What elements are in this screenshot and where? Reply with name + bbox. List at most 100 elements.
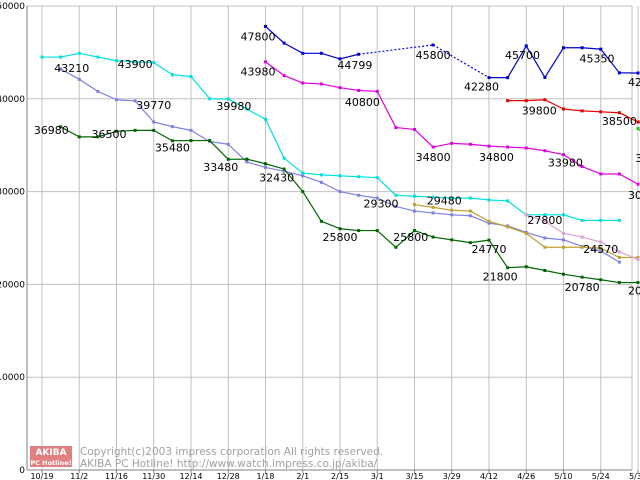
data-point <box>543 219 547 223</box>
data-point <box>617 281 621 285</box>
data-point <box>301 190 305 194</box>
series-segment <box>302 191 322 222</box>
data-point <box>357 52 361 56</box>
data-label: 38500 <box>602 115 637 128</box>
series-pink <box>524 213 640 261</box>
data-point <box>617 71 621 75</box>
series-segment <box>321 52 341 60</box>
series-segment <box>619 251 639 260</box>
series-segment <box>433 196 452 199</box>
data-label: 47800 <box>241 30 276 43</box>
data-point <box>599 47 603 51</box>
data-point <box>170 73 174 77</box>
data-point <box>357 229 361 233</box>
data-point <box>301 171 305 175</box>
data-label: 45700 <box>505 49 540 62</box>
series-segment <box>470 197 490 201</box>
data-point <box>450 213 454 217</box>
data-point <box>431 43 435 47</box>
series-segment <box>619 173 639 185</box>
series-segment <box>153 129 173 142</box>
series-segment <box>358 44 434 55</box>
series-segment <box>153 62 173 76</box>
x-tick-label: 11/16 <box>105 472 128 480</box>
data-point <box>450 208 454 212</box>
series-tan <box>413 203 640 259</box>
series-segment <box>116 129 136 132</box>
series-segment <box>414 128 434 148</box>
series-segment <box>507 200 527 216</box>
data-label: 30800 <box>628 189 640 202</box>
data-point <box>152 120 156 124</box>
data-point <box>357 193 361 197</box>
series-segment <box>246 161 266 169</box>
data-point <box>506 225 510 229</box>
data-label: 25800 <box>323 231 358 244</box>
data-label: 45800 <box>416 49 451 62</box>
data-point <box>338 86 342 90</box>
series-segment <box>470 239 490 244</box>
data-point <box>431 235 435 239</box>
data-point <box>636 126 640 130</box>
series-segment <box>525 45 546 78</box>
data-point <box>394 126 398 130</box>
series-segment <box>526 214 546 222</box>
data-point <box>599 240 603 244</box>
series-segment <box>619 112 639 123</box>
series-segment <box>581 236 601 243</box>
data-point <box>115 59 118 63</box>
data-point <box>562 213 565 217</box>
y-tick-label: 0 <box>19 466 25 476</box>
data-point <box>413 209 416 213</box>
data-point <box>580 46 584 50</box>
data-point <box>599 218 603 222</box>
series-segment <box>507 146 527 149</box>
data-point <box>524 213 528 217</box>
x-tick-label: 11/2 <box>70 472 88 480</box>
series-segment <box>451 239 471 244</box>
data-label: 32430 <box>259 171 294 184</box>
data-point <box>468 142 472 146</box>
data-point <box>96 89 100 93</box>
series-segment <box>265 61 285 77</box>
data-point <box>59 55 63 59</box>
data-point <box>599 249 603 253</box>
series-red <box>506 98 640 124</box>
series-segment <box>172 126 192 131</box>
data-label: 34800 <box>416 151 451 164</box>
series-segment <box>526 99 545 102</box>
data-label: 39770 <box>136 99 171 112</box>
data-label: 36980 <box>34 124 69 137</box>
x-tick-label: 2/1 <box>296 472 309 480</box>
data-point <box>394 193 398 197</box>
data-point <box>319 219 323 223</box>
series-segment <box>433 212 452 216</box>
x-tick-label: 12/14 <box>179 472 202 480</box>
y-tick-label: 10000 <box>0 373 25 383</box>
data-point <box>413 203 416 207</box>
series-segment <box>581 165 601 175</box>
data-point <box>133 60 137 64</box>
x-tick-label: 1/18 <box>257 472 275 480</box>
series-segment <box>97 130 117 138</box>
series-segment <box>395 194 415 197</box>
data-point <box>413 194 416 198</box>
data-point <box>96 135 100 139</box>
data-point <box>636 281 640 285</box>
data-label: 33480 <box>203 161 238 174</box>
data-point <box>133 99 137 103</box>
data-label: 33980 <box>548 157 583 170</box>
series-segment <box>451 214 471 217</box>
x-tick-label: 4/26 <box>517 472 535 480</box>
data-point <box>580 109 584 113</box>
data-label: 29480 <box>427 195 462 208</box>
series-segment <box>563 232 583 238</box>
data-label: 36500 <box>92 128 127 141</box>
series-segment <box>600 279 620 284</box>
hotline-url-text: AKIBA PC Hotline! http://www.watch.impre… <box>80 458 378 470</box>
data-point <box>562 46 565 50</box>
series-segment <box>563 273 583 278</box>
data-point <box>245 107 249 111</box>
data-point <box>562 231 565 235</box>
series-segment <box>470 215 490 224</box>
